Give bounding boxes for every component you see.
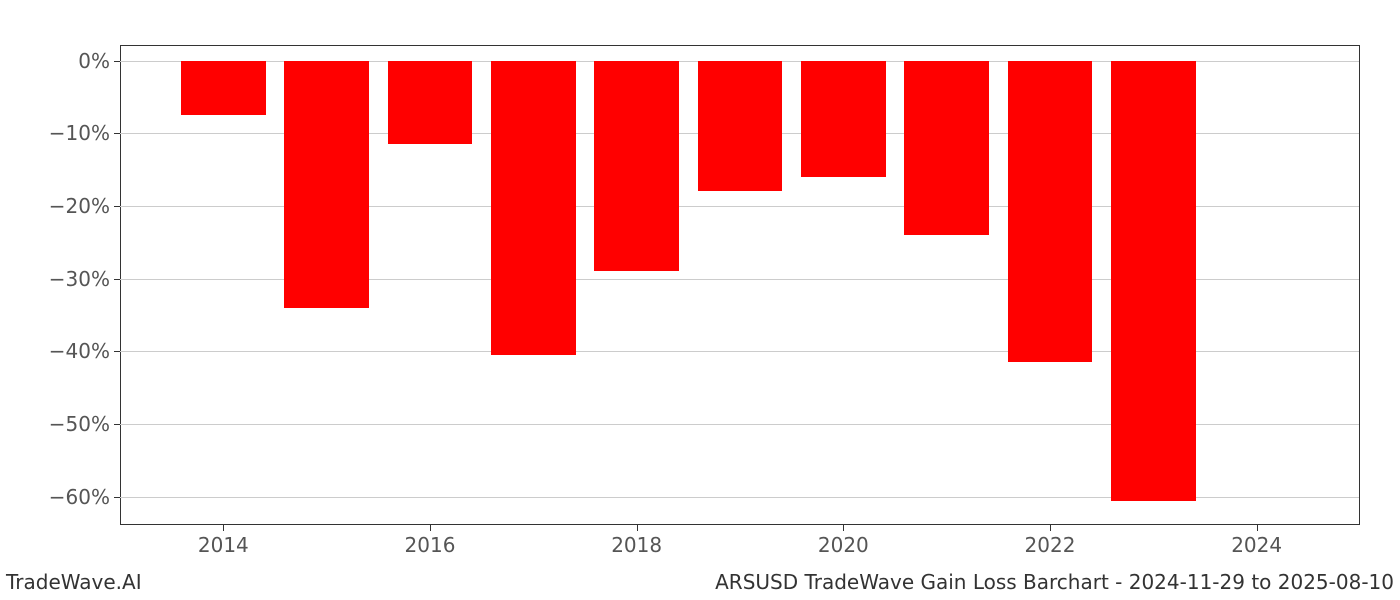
plot-area: 0%−10%−20%−30%−40%−50%−60%20142016201820… [120,45,1360,525]
ytick-label: −40% [49,339,120,363]
bar [181,61,266,116]
bar [904,61,989,236]
bar [1008,61,1093,363]
figure: 0% −10% −20% −30% −40% −50% −60% 2014 2016 2018 20… [0,0,1400,600]
xtick-label: 2020 [818,525,869,557]
xtick-label: 2022 [1025,525,1076,557]
ytick-label: −20% [49,194,120,218]
xtick-label: 2024 [1231,525,1282,557]
xtick-label: 2016 [405,525,456,557]
xtick-label: 2014 [198,525,249,557]
xtick-label: 2018 [611,525,662,557]
bar [698,61,783,192]
bar [388,61,473,145]
y-axis-line [120,46,121,525]
bar [284,61,369,308]
ytick-label: −10% [49,121,120,145]
ytick-label: 0% [78,49,120,73]
bar [1111,61,1196,501]
bar [491,61,576,356]
bar [594,61,679,272]
ytick-label: −60% [49,485,120,509]
ytick-label: −30% [49,267,120,291]
ytick-label: −50% [49,412,120,436]
bar [801,61,886,177]
footer-left: TradeWave.AI [6,570,142,594]
footer-right: ARSUSD TradeWave Gain Loss Barchart - 20… [715,570,1394,594]
x-axis-line [120,524,1359,525]
